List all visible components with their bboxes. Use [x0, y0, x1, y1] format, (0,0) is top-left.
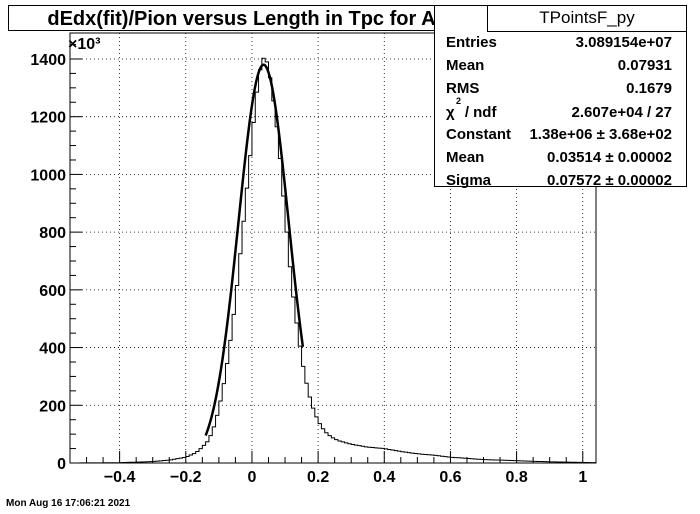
stats-row-sigma: Sigma 0.07572 ± 0.00002 [446, 172, 672, 194]
x-tick-label: 0.6 [439, 469, 461, 486]
rms-value: 0.1679 [626, 80, 672, 97]
y-tick-label: 0 [57, 456, 66, 473]
stats-row-constant: Constant 1.38e+06 ± 3.68e+02 [446, 126, 672, 148]
stats-row-mean: Mean 0.07931 [446, 57, 672, 79]
y-tick-labels: 0 200 400 600 800 1000 1200 1400 [30, 52, 66, 473]
x-tick-label: 1 [578, 469, 587, 486]
chi2-symbol: χ [446, 104, 455, 121]
y-multiplier: ×10³ [68, 36, 100, 53]
y-tick-label: 1400 [30, 52, 66, 69]
y-tick-label: 1000 [30, 167, 66, 184]
stats-row-entries: Entries 3.089154e+07 [446, 34, 672, 56]
y-tick-label: 800 [39, 225, 66, 242]
y-tick-label: 400 [39, 341, 66, 358]
stats-row-fit-mean: Mean 0.03514 ± 0.00002 [446, 149, 672, 171]
fit-mean-value: 0.03514 ± 0.00002 [546, 149, 672, 166]
y-tick-label: 1200 [30, 110, 66, 127]
timestamp: Mon Aug 16 17:06:21 2021 [6, 498, 131, 509]
x-tick-label: −0.4 [104, 469, 136, 486]
chart-title: dEdx(fit)/Pion versus Length in Tpc for … [47, 8, 447, 30]
stats-box: TPointsF_py Entries 3.089154e+07 Mean 0.… [434, 5, 687, 189]
entries-value: 3.089154e+07 [575, 34, 672, 51]
histogram-series [69, 57, 596, 464]
plot-frame [69, 32, 597, 464]
chi2-superscript: 2 [456, 96, 462, 106]
title-box: dEdx(fit)/Pion versus Length in Tpc for … [8, 5, 486, 31]
rms-label: RMS [446, 80, 480, 97]
constant-value: 1.38e+06 ± 3.68e+02 [529, 126, 672, 143]
stats-name: TPointsF_py [487, 6, 686, 32]
entries-label: Entries [446, 34, 497, 51]
mean-value: 0.07931 [617, 57, 672, 74]
x-tick-label: −0.2 [170, 469, 202, 486]
ndf-label: / ndf [464, 104, 497, 121]
gaussian-fit-curve [204, 63, 305, 437]
sigma-value: 0.07572 ± 0.00002 [546, 172, 672, 189]
x-tick-label: 0.2 [307, 469, 329, 486]
sigma-label: Sigma [446, 172, 492, 189]
fit-mean-label: Mean [446, 149, 485, 166]
x-tick-labels: −0.4 −0.2 0 0.2 0.4 0.6 0.8 1 [104, 469, 587, 486]
mean-label: Mean [446, 57, 485, 74]
y-tick-label: 200 [39, 398, 66, 415]
x-tick-label: 0.8 [505, 469, 527, 486]
chi2-value: 2.607e+04 / 27 [571, 104, 672, 121]
x-tick-label: 0 [247, 469, 256, 486]
constant-label: Constant [446, 126, 511, 143]
stats-row-rms: RMS 0.1679 [446, 80, 672, 102]
y-tick-label: 600 [39, 283, 66, 300]
x-tick-label: 0.4 [373, 469, 395, 486]
